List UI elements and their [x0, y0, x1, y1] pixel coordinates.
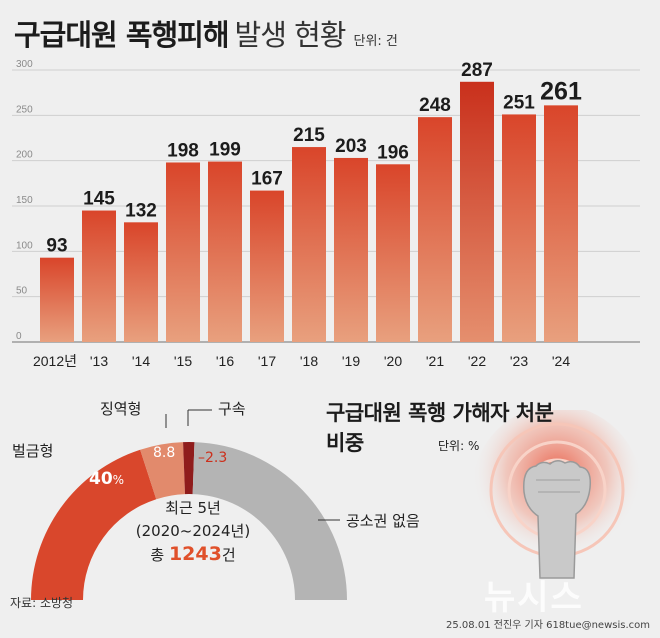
bar-8	[376, 164, 410, 342]
y-tick-label-200: 200	[16, 150, 33, 161]
bar-value-label-4: 199	[209, 140, 241, 161]
bar-0	[40, 257, 74, 342]
center-line1: 최근 5년	[165, 499, 221, 517]
y-tick-label-300: 300	[16, 59, 33, 70]
bar-chart: 0 50 100 150 200 250 300 93 2012년 145 '13 132 '14 19…	[12, 59, 640, 369]
bar-2	[124, 222, 158, 342]
raised-fist-icon	[472, 410, 642, 579]
bar-value-label-8: 196	[377, 142, 409, 163]
bar-value-label-0: 93	[46, 236, 67, 257]
label-beolgeum: 벌금형	[12, 442, 54, 460]
y-tick-label-250: 250	[16, 104, 33, 115]
bar-value-label-7: 203	[335, 136, 367, 157]
x-tick-label-2: '14	[132, 353, 150, 369]
bar-value-label-9: 248	[419, 95, 451, 116]
bar-10	[460, 81, 494, 342]
source: 자료: 소방청	[10, 596, 74, 610]
title-sub: 발생 현황	[234, 18, 347, 52]
total-value: 1243	[168, 543, 222, 565]
label-gongso: 공소권 없음	[346, 512, 420, 530]
bar-9	[418, 117, 452, 342]
y-tick-label-50: 50	[16, 286, 28, 297]
slice-value-jingyeok: 8.8	[153, 445, 175, 461]
bar-6	[292, 147, 326, 342]
y-tick-label-0: 0	[16, 331, 22, 342]
x-tick-label-0: 2012년	[33, 353, 77, 369]
bar-value-label-5: 167	[251, 169, 283, 190]
bar-5	[250, 190, 284, 342]
y-tick-label-150: 150	[16, 195, 33, 206]
slice-value-gusok: –2.3	[198, 450, 227, 466]
donut-center: 최근 5년 (2020~2024년) 총 1243건	[118, 497, 268, 567]
bar-value-label-6: 215	[293, 125, 325, 146]
slice-value-beolgeum: 40%	[89, 469, 124, 489]
bar-11	[502, 114, 536, 342]
bar-value-label-11: 251	[503, 92, 535, 113]
x-tick-label-9: '21	[426, 353, 444, 369]
bar-3	[166, 162, 200, 342]
bar-7	[334, 157, 368, 342]
credit: 25.08.01 전진우 기자 618tue@newsis.com	[446, 620, 650, 631]
bar-value-label-2: 132	[125, 200, 157, 221]
bar-1	[82, 210, 116, 342]
title-main: 구급대원 폭행피해	[14, 18, 230, 52]
donut-slice-2	[183, 442, 195, 495]
bar-value-label-3: 198	[167, 140, 199, 161]
bar-value-label-12: 261	[540, 77, 582, 105]
x-tick-label-12: '24	[552, 353, 570, 369]
bar-value-label-10: 287	[461, 60, 493, 81]
donut-slice-3	[192, 442, 347, 600]
x-tick-label-1: '13	[90, 353, 108, 369]
label-gusok: 구속	[218, 400, 246, 418]
watermark: 뉴시스	[484, 578, 584, 618]
bar-12	[544, 105, 578, 342]
bar-4	[208, 161, 242, 342]
x-tick-label-10: '22	[468, 353, 486, 369]
donut-title: 구급대원 폭행 가해자 처분 비중	[326, 398, 556, 458]
x-tick-label-8: '20	[384, 353, 402, 369]
x-tick-label-3: '15	[174, 353, 192, 369]
donut-unit: 단위: %	[438, 439, 480, 453]
center-total: 총 1243건	[150, 543, 236, 565]
donut-slice-0	[31, 449, 157, 600]
bar-value-label-1: 145	[83, 189, 115, 210]
x-tick-label-5: '17	[258, 353, 276, 369]
title-unit: 단위: 건	[353, 34, 398, 49]
donut-slice-1	[140, 442, 186, 500]
center-line2: (2020~2024년)	[135, 522, 251, 540]
x-tick-label-4: '16	[216, 353, 234, 369]
chart-title: 구급대원 폭행피해 발생 현황 단위: 건	[14, 12, 398, 54]
donut-title-text: 구급대원 폭행 가해자 처분 비중	[326, 401, 554, 455]
x-tick-label-7: '19	[342, 353, 360, 369]
x-tick-label-11: '23	[510, 353, 528, 369]
label-jingyeok: 징역형	[100, 400, 142, 418]
y-tick-label-100: 100	[16, 240, 33, 251]
x-tick-label-6: '18	[300, 353, 318, 369]
